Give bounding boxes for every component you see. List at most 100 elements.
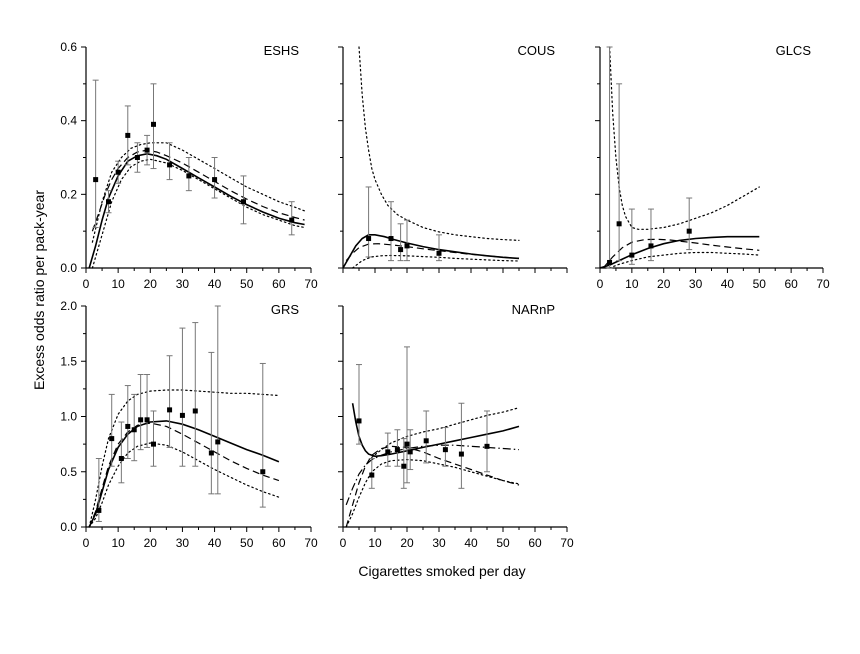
- x-tick-label: 30: [689, 277, 703, 291]
- x-tick-label: 70: [560, 536, 574, 550]
- data-point: [138, 417, 144, 423]
- curve-solid: [88, 420, 280, 528]
- data-point: [260, 469, 266, 475]
- y-tick-label: 0.0: [60, 520, 77, 534]
- panel-grs: 0 10 20 30 40 50 60 70 0.0 0.5 1.0 1.5 2.0 GRS: [60, 299, 318, 550]
- curve-dashed: [91, 149, 305, 232]
- data-point: [436, 250, 442, 256]
- data-point: [179, 412, 185, 418]
- data-point: [616, 221, 622, 227]
- x-tick-label: 40: [464, 536, 478, 550]
- data-point: [151, 441, 156, 447]
- data-point: [115, 169, 121, 175]
- data-point: [106, 199, 111, 205]
- data-point: [369, 472, 375, 478]
- curve-solid: [351, 403, 520, 458]
- x-tick-label: 10: [625, 277, 639, 291]
- data-point: [629, 252, 635, 258]
- data-point: [385, 449, 391, 455]
- y-axis-title: Excess odds ratio per pack-year: [31, 190, 47, 390]
- y-tick-label: 1.0: [60, 410, 77, 424]
- x-tick-label: 0: [83, 277, 90, 291]
- data-point: [96, 507, 102, 513]
- data-point: [356, 418, 362, 424]
- x-tick-label: 70: [816, 277, 830, 291]
- x-tick-label: 20: [144, 536, 158, 550]
- y-tick-label: 0.6: [60, 40, 77, 54]
- x-tick-label: 0: [83, 536, 90, 550]
- data-point: [109, 436, 115, 442]
- data-point: [404, 243, 410, 249]
- x-tick-label: 60: [784, 277, 798, 291]
- curve-group: [343, 46, 520, 269]
- data-point: [388, 236, 394, 242]
- data-point: [186, 173, 192, 179]
- curve-dashed: [88, 422, 280, 528]
- data-point: [125, 423, 131, 429]
- curve-dotted: [88, 442, 280, 528]
- x-tick-label: 20: [400, 536, 414, 550]
- curve-dotted: [88, 389, 280, 528]
- x-tick-label: 40: [208, 277, 222, 291]
- data-point: [442, 447, 448, 453]
- data-point: [151, 121, 156, 127]
- panel-narnp: 0 10 20 30 40 50 60 70 NARnP: [338, 302, 574, 550]
- x-tick-label: 60: [272, 536, 286, 550]
- data-point: [407, 449, 413, 455]
- panel-title: ESHS: [264, 43, 300, 58]
- data-point: [289, 217, 295, 223]
- y-tick-label: 0.5: [60, 465, 77, 479]
- y-tick-label: 0.2: [60, 187, 77, 201]
- x-tick-label: 60: [528, 536, 542, 550]
- x-tick-label: 50: [240, 536, 254, 550]
- data-point: [93, 177, 99, 183]
- panel-title: NARnP: [512, 302, 555, 317]
- panel-title: GRS: [271, 302, 300, 317]
- panel-glcs: 0 10 20 30 40 50 60 70 GLCS: [595, 43, 830, 291]
- data-point: [401, 463, 407, 469]
- x-tick-label: 40: [208, 536, 222, 550]
- data-point: [125, 132, 131, 138]
- x-tick-label: 70: [304, 536, 318, 550]
- x-tick-label: 20: [657, 277, 671, 291]
- curve-group: [88, 142, 306, 269]
- data-point: [192, 408, 198, 414]
- data-point: [458, 451, 464, 457]
- curve-dotted: [609, 46, 760, 230]
- curve-dashed: [345, 243, 520, 261]
- curve-dotted: [91, 158, 306, 269]
- data-point: [648, 243, 654, 249]
- x-tick-label: 30: [176, 277, 190, 291]
- x-axis-title: Cigarettes smoked per day: [358, 563, 525, 579]
- x-tick-label: 50: [753, 277, 767, 291]
- data-point: [215, 439, 221, 445]
- curve-dashed: [602, 238, 760, 269]
- curve-group: [88, 389, 280, 528]
- data-point: [131, 427, 137, 433]
- curve-dotted: [358, 46, 520, 241]
- x-tick-label: 50: [240, 277, 254, 291]
- data-point: [118, 455, 124, 461]
- x-tick-label: 0: [597, 277, 604, 291]
- panels: 0 10 20 30 40 50 60 70 0.0 0.2 0.4 0.6 ESHS COUS 0 10 20…: [60, 40, 830, 550]
- curve-dotted: [352, 254, 520, 269]
- curve-dotted: [91, 142, 306, 243]
- data-point: [404, 441, 410, 447]
- data-point: [144, 417, 150, 423]
- panel-cous: COUS: [338, 43, 568, 273]
- x-tick-label: 30: [176, 536, 190, 550]
- x-tick-label: 10: [111, 536, 125, 550]
- curve-dotted: [609, 251, 760, 269]
- panel-title: COUS: [517, 43, 555, 58]
- data-point: [167, 162, 173, 168]
- data-point: [241, 199, 246, 205]
- x-tick-label: 30: [432, 536, 446, 550]
- x-tick-label: 20: [144, 277, 158, 291]
- x-tick-label: 70: [304, 277, 318, 291]
- curve-solid: [600, 235, 760, 269]
- panel-eshs: 0 10 20 30 40 50 60 70 0.0 0.2 0.4 0.6 ESHS: [60, 40, 318, 291]
- panel-title: GLCS: [776, 43, 812, 58]
- x-tick-label: 10: [111, 277, 125, 291]
- data-point: [686, 228, 692, 234]
